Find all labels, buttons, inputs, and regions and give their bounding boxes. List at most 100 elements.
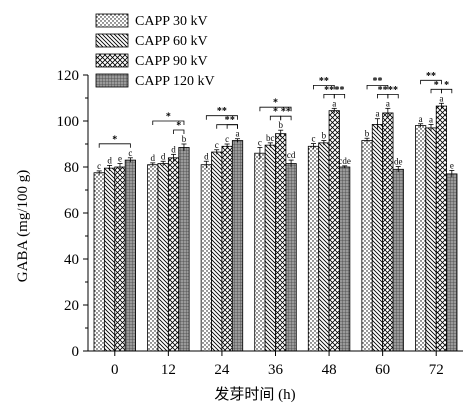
significance-letter: a	[439, 93, 443, 103]
annotations-layer: ****** *** ****** ****** ***** *	[98, 71, 453, 148]
y-tick-label: 100	[57, 114, 80, 130]
legend-label: CAPP 120 kV	[135, 74, 215, 89]
x-tick-label: 24	[214, 362, 230, 378]
significance-letter: b	[365, 128, 370, 138]
bar	[371, 124, 384, 352]
bar	[415, 125, 427, 352]
bar	[264, 144, 276, 352]
y-tick-label: 60	[64, 206, 79, 222]
significance-letter: c	[97, 161, 101, 171]
bar	[425, 127, 437, 352]
bar	[328, 110, 340, 352]
significance-bracket	[441, 88, 453, 94]
significance-letter: a	[375, 109, 379, 119]
x-axis-title: 发芽时间 (h)	[214, 386, 295, 403]
significance-stars: **	[426, 71, 436, 82]
significance-bracket	[173, 129, 185, 134]
significance-letter: c	[258, 137, 262, 147]
significance-stars: **	[324, 85, 334, 96]
bar	[285, 163, 297, 352]
significance-letter: d	[161, 151, 166, 161]
x-tick-label: 72	[429, 362, 444, 378]
significance-letter: a	[332, 98, 336, 108]
bar	[178, 147, 190, 352]
bar	[167, 157, 180, 352]
significance-stars: *	[273, 107, 278, 118]
significance-letter: e	[450, 160, 454, 170]
significance-stars: **	[281, 107, 291, 118]
legend-swatch	[95, 53, 129, 68]
significance-letter: a	[429, 114, 433, 124]
significance-letter: e	[118, 154, 122, 164]
significance-letter: d	[204, 151, 209, 161]
significance-letter: d	[171, 144, 176, 154]
significance-bracket	[420, 79, 442, 85]
significance-bracket	[387, 93, 399, 99]
significance-letter: de	[394, 157, 403, 167]
bar	[446, 173, 458, 352]
significance-stars: **	[334, 85, 344, 96]
significance-letter: b	[182, 134, 187, 144]
legend: CAPP 30 kV CAPP 60 kV CAPP 90 kV CAPP 120 k…	[95, 13, 215, 89]
y-tick-label: 40	[64, 252, 79, 268]
significance-letter: cd	[287, 150, 296, 160]
significance-letter: a	[419, 114, 423, 124]
legend-label: CAPP 60 kV	[135, 34, 208, 49]
bar	[200, 164, 212, 352]
significance-letter: c	[215, 140, 219, 150]
bar	[275, 133, 287, 352]
significance-stars: *	[176, 121, 181, 132]
bar	[103, 167, 116, 352]
bar	[124, 159, 136, 352]
significance-stars: *	[434, 80, 439, 91]
significance-bracket	[205, 115, 238, 120]
significance-bracket	[333, 93, 346, 99]
y-tick-label: 0	[72, 344, 80, 360]
significance-bracket	[313, 84, 335, 90]
bar	[318, 142, 330, 352]
significance-stars: *	[230, 115, 235, 126]
bar	[157, 163, 169, 352]
significance-letter: b	[322, 131, 327, 141]
significance-letter: d	[107, 155, 112, 165]
significance-stars: *	[166, 112, 171, 123]
significance-stars: **	[378, 85, 388, 96]
y-tick-label: 80	[64, 160, 79, 176]
significance-bracket	[98, 143, 131, 148]
significance-bracket	[226, 124, 238, 129]
significance-stars: **	[372, 76, 382, 87]
bar	[254, 152, 266, 352]
x-tick-label: 0	[111, 362, 119, 378]
significance-letter: bc	[266, 133, 275, 143]
significance-stars: *	[225, 115, 230, 126]
significance-letter: b	[278, 120, 283, 130]
significance-bracket	[366, 84, 389, 90]
significance-stars: **	[319, 76, 329, 87]
bar	[382, 112, 394, 352]
significance-bracket	[259, 106, 292, 112]
significance-stars: *	[444, 80, 449, 91]
significance-letter: cde	[338, 156, 351, 166]
x-tick-label: 36	[268, 362, 284, 378]
significance-letter: c	[311, 134, 315, 144]
significance-letter: a	[236, 129, 240, 139]
bar	[93, 172, 105, 352]
bar	[392, 168, 404, 352]
bar	[231, 140, 244, 352]
bar	[435, 105, 448, 352]
significance-letter: a	[386, 98, 390, 108]
significance-stars: *	[273, 98, 278, 109]
legend-label: CAPP 90 kV	[135, 54, 208, 69]
bar	[114, 166, 126, 352]
significance-bracket	[152, 120, 185, 125]
bar	[211, 151, 223, 352]
bar	[147, 164, 159, 352]
bar	[339, 166, 351, 352]
x-tick-label: 48	[322, 362, 337, 378]
bar	[221, 145, 233, 352]
x-tick-label: 60	[375, 362, 390, 378]
y-tick-label: 20	[64, 298, 79, 314]
axes-layer: 0 20 40 60 80 100 120 0 12 24 36 48 60 72	[57, 68, 463, 378]
significance-letter: c	[128, 148, 132, 158]
legend-swatch	[95, 73, 129, 88]
